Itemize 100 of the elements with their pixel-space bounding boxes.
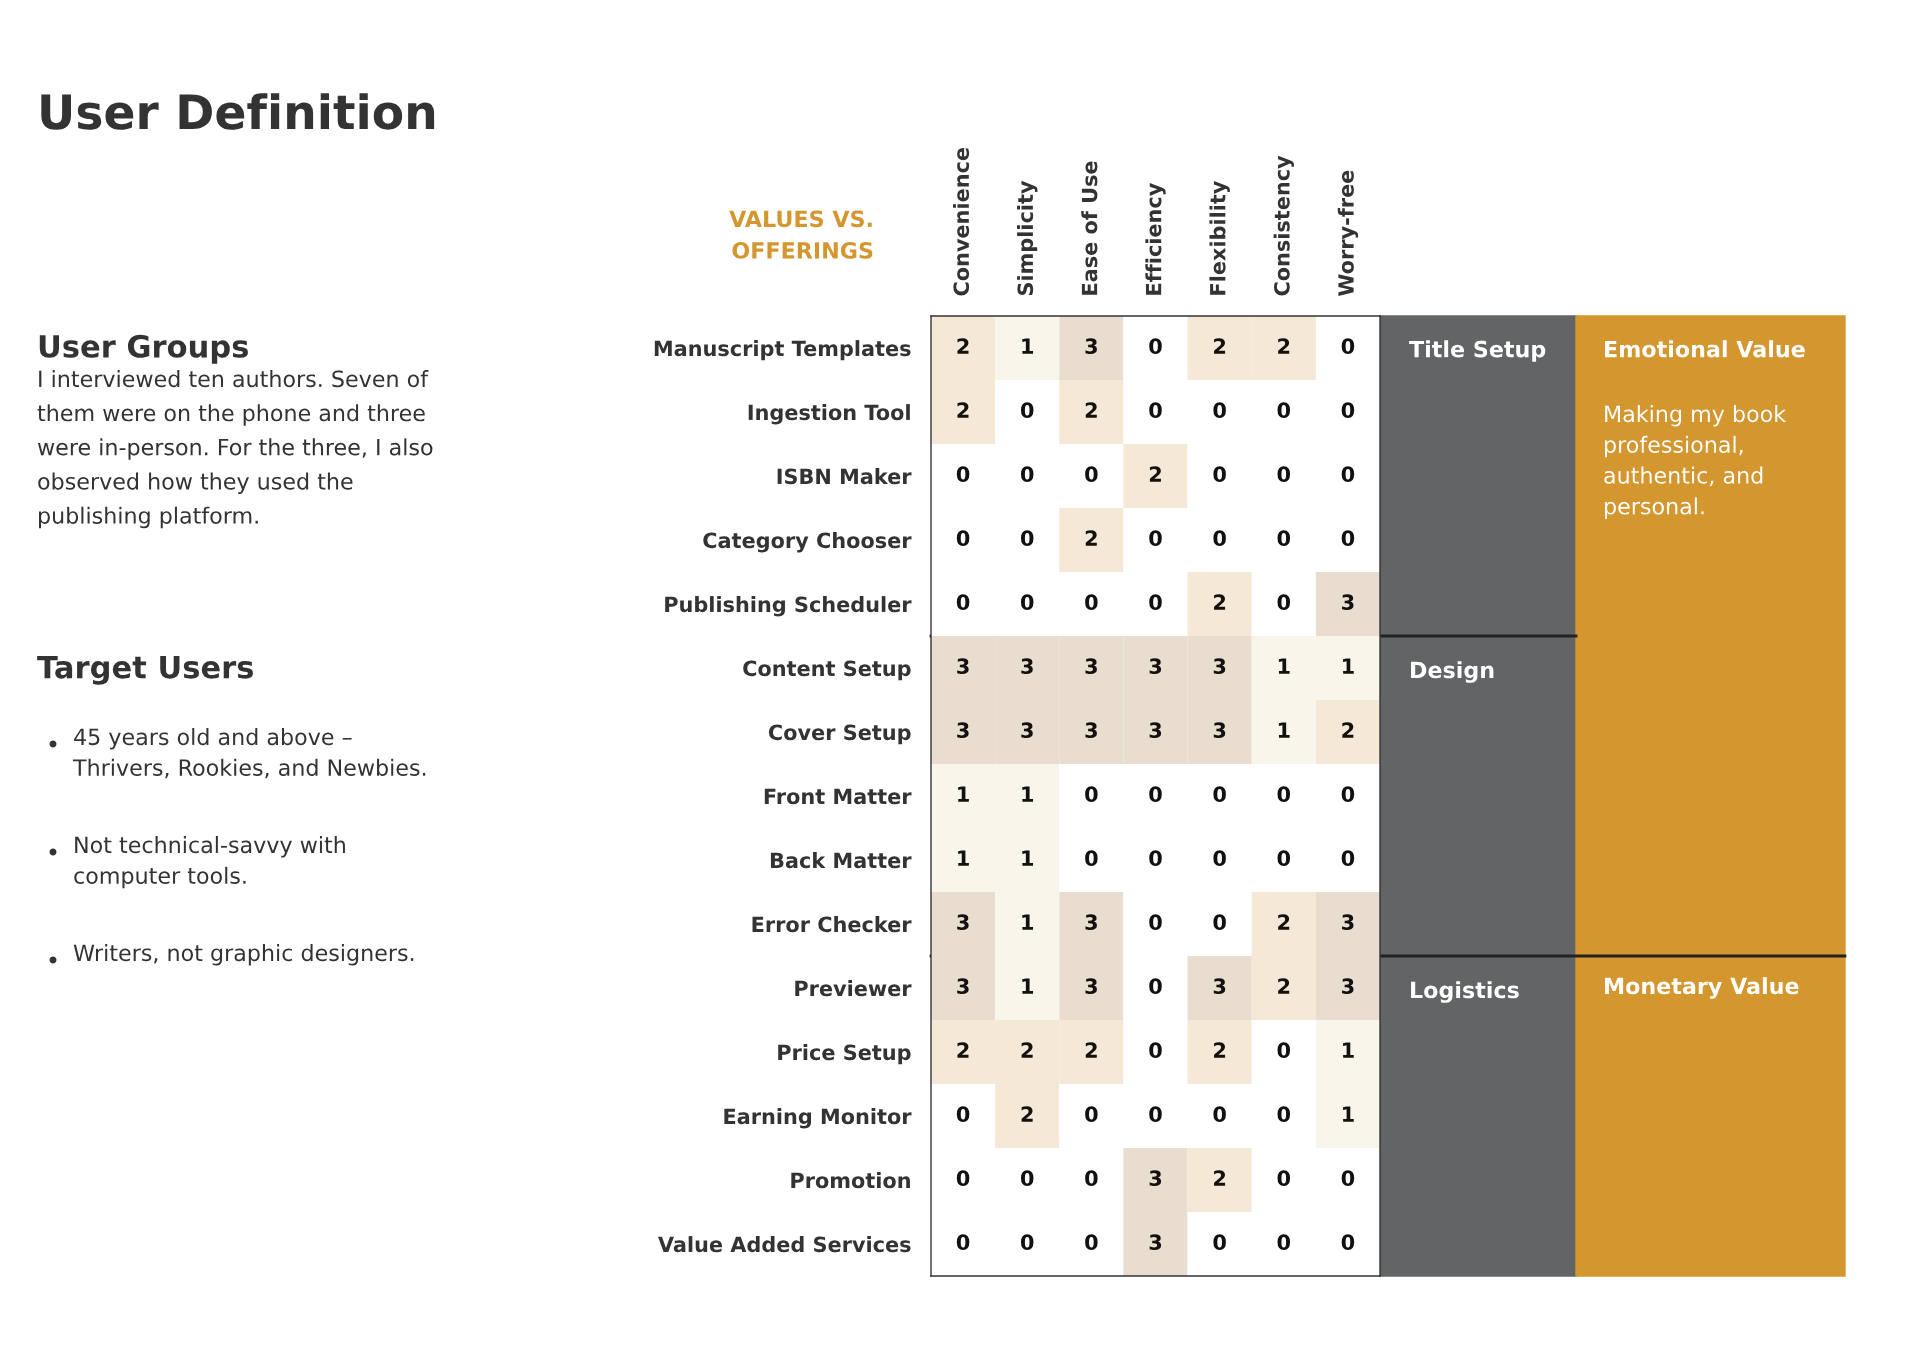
data-label: 2 xyxy=(1278,914,1290,930)
data-label: 0 xyxy=(1149,1106,1162,1123)
data-label: 0 xyxy=(1341,786,1355,803)
data-label: 0 xyxy=(1085,1170,1098,1187)
data-label: 1 xyxy=(958,850,969,866)
data-label: 2 xyxy=(1085,530,1097,546)
data-label: 2 xyxy=(1085,402,1097,418)
x-tick-label: Convenience xyxy=(952,148,970,296)
text: Title Setup xyxy=(1409,340,1546,362)
data-label: 0 xyxy=(1020,1170,1034,1187)
data-label: 2 xyxy=(1085,1042,1097,1058)
data-label: 3 xyxy=(1213,722,1226,739)
data-label: 0 xyxy=(1149,594,1162,611)
y-tick-label: Publishing Scheduler xyxy=(665,596,912,617)
x-tick-label: Efficiency xyxy=(1145,183,1166,295)
y-tick-label: Ingestion Tool xyxy=(748,404,910,425)
data-label: 2 xyxy=(1342,722,1354,738)
data-label: 0 xyxy=(1020,402,1034,419)
data-label: 0 xyxy=(1213,786,1226,803)
data-label: 3 xyxy=(1149,658,1162,675)
data-label: 0 xyxy=(1085,1106,1098,1123)
text: Target Users xyxy=(37,655,253,685)
data-label: 3 xyxy=(1342,594,1354,611)
data-label: 3 xyxy=(1021,722,1033,739)
data-label: 3 xyxy=(957,658,969,675)
y-tick-label: Value Added Services xyxy=(658,1236,911,1253)
data-label: 2 xyxy=(1214,594,1226,610)
text: Design xyxy=(1411,661,1494,683)
data-label: 1 xyxy=(1278,722,1290,738)
y-tick-label: Content Setup xyxy=(743,660,911,681)
data-label: 0 xyxy=(956,530,970,547)
data-label: 2 xyxy=(957,1042,969,1058)
data-label: 0 xyxy=(1277,1106,1291,1123)
data-label: 1 xyxy=(1022,978,1034,994)
data-label: 1 xyxy=(1022,786,1034,802)
data-label: 1 xyxy=(1343,1042,1354,1058)
data-label: 3 xyxy=(1085,978,1097,995)
data-label: 0 xyxy=(1277,402,1291,419)
y-tick-label: ISBN Maker xyxy=(777,468,912,485)
data-label: 0 xyxy=(956,1170,970,1187)
data-label: 3 xyxy=(1021,658,1033,675)
data-label: 0 xyxy=(1213,914,1226,931)
data-label: 3 xyxy=(1149,1170,1162,1187)
text: Logistics xyxy=(1411,981,1519,1003)
data-label: 3 xyxy=(1085,914,1097,931)
data-label: 1 xyxy=(1022,914,1034,930)
data-label: 3 xyxy=(1085,338,1097,355)
data-label: 0 xyxy=(1213,1106,1226,1123)
data-label: 0 xyxy=(1341,466,1355,483)
data-label: 1 xyxy=(1022,338,1034,354)
data-label: 0 xyxy=(1085,786,1098,803)
data-label: 0 xyxy=(956,1234,970,1251)
data-label: 1 xyxy=(1343,1106,1354,1122)
x-tick-label: Ease of Use xyxy=(1081,161,1098,295)
data-label: 3 xyxy=(1085,722,1097,739)
data-label: 2 xyxy=(1214,1042,1226,1058)
data-label: 3 xyxy=(957,722,969,739)
data-label: 3 xyxy=(1149,1234,1162,1251)
data-label: 2 xyxy=(1278,338,1290,354)
data-label: 0 xyxy=(1277,786,1291,803)
data-label: 2 xyxy=(1149,466,1161,482)
data-label: 2 xyxy=(957,402,969,418)
text: VALUES VS. OFFERINGS xyxy=(729,210,873,259)
data-label: 2 xyxy=(1214,1170,1226,1186)
data-label: 2 xyxy=(1021,1106,1033,1122)
y-tick-label: Category Chooser xyxy=(703,532,912,553)
data-label: 0 xyxy=(1277,1234,1291,1251)
data-label: 3 xyxy=(1085,658,1097,675)
data-label: 0 xyxy=(1149,530,1162,547)
data-label: 0 xyxy=(1341,1234,1355,1251)
data-label: 3 xyxy=(1213,978,1226,995)
data-label: 0 xyxy=(1213,530,1226,547)
data-label: 0 xyxy=(1341,1170,1355,1187)
data-label: 0 xyxy=(1149,1042,1162,1059)
data-label: 0 xyxy=(956,466,970,483)
data-label: 0 xyxy=(1149,402,1162,419)
text: Writers, not graphic designers. xyxy=(73,944,414,966)
data-label: 0 xyxy=(1277,466,1291,483)
x-tick-label: Simplicity xyxy=(1017,180,1038,296)
x-tick-label: Worry-free xyxy=(1337,170,1359,296)
text: Not technical-savvy with computer tools. xyxy=(74,836,345,889)
data-label: 2 xyxy=(1214,338,1226,354)
x-tick-label: Consistency xyxy=(1273,155,1294,296)
y-tick-label: Cover Setup xyxy=(768,724,911,745)
y-tick-label: Back Matter xyxy=(770,852,912,869)
data-label: 0 xyxy=(1085,466,1098,483)
data-label: 0 xyxy=(1149,914,1162,931)
data-label: 0 xyxy=(956,594,970,611)
data-label: 0 xyxy=(1277,1170,1291,1187)
data-label: 0 xyxy=(1277,594,1291,611)
data-label: 0 xyxy=(1085,1234,1098,1251)
y-tick-label: Front Matter xyxy=(764,788,912,805)
y-tick-label: Price Setup xyxy=(778,1044,911,1065)
data-label: 0 xyxy=(1020,530,1034,547)
y-tick-label: Previewer xyxy=(795,980,912,997)
data-label: 3 xyxy=(957,914,969,931)
y-tick-label: Error Checker xyxy=(752,916,912,933)
text: I interviewed ten authors. Seven of them were on the phone and three were in-person. For the three, I also observed how they used the publishing platform. xyxy=(37,370,433,529)
data-label: 2 xyxy=(1278,978,1290,994)
data-label: 1 xyxy=(1343,658,1354,674)
